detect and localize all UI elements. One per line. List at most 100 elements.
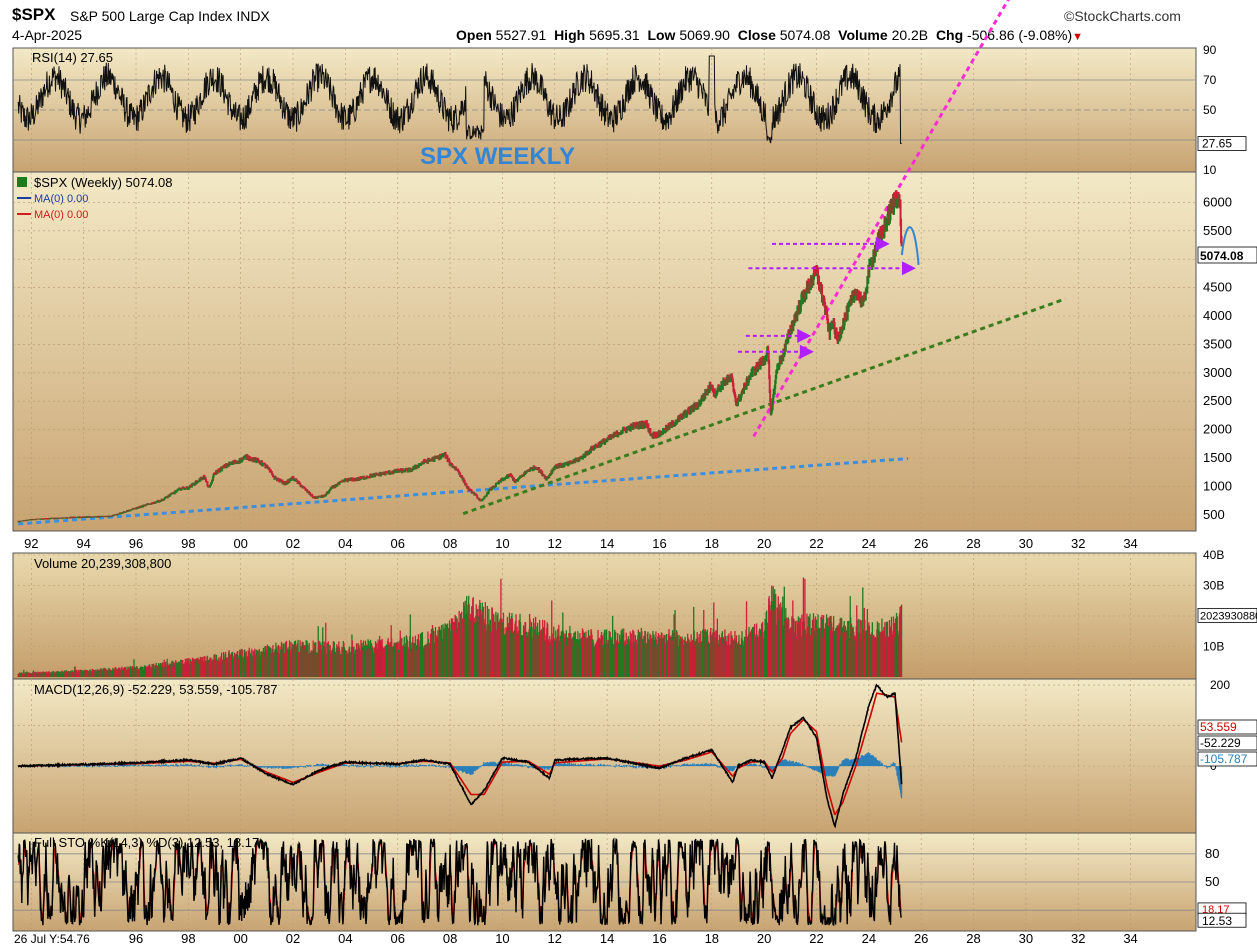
rsi-value-label: 27.65: [1202, 137, 1232, 151]
down-triangle-icon: ▼: [1072, 31, 1083, 43]
price-tick-label: 4000: [1203, 308, 1232, 323]
price-tick-label: 500: [1203, 507, 1225, 522]
price-legend-series: $SPX (Weekly) 5074.08: [34, 175, 173, 190]
stochastic-layer: [17, 836, 902, 927]
x-tick-label: 26: [914, 536, 928, 551]
stochastic-tick-label: 80: [1205, 846, 1219, 861]
x-tick-label: 10: [495, 536, 509, 551]
price-value-label: 5074.08: [1200, 249, 1244, 263]
rsi-tick-label: 10: [1203, 163, 1217, 177]
price-layer: [17, 0, 1066, 526]
x-tick-label: 06: [391, 536, 405, 551]
x-tick-label-bottom: 30: [1019, 931, 1033, 945]
x-tick-label: 34: [1123, 536, 1137, 551]
macd-value-label: -105.787: [1200, 752, 1248, 766]
stochastic-k-value-box: [1197, 912, 1247, 928]
rsi-tick-label: 90: [1203, 43, 1217, 57]
macd-value-box: [1197, 719, 1257, 735]
support-arrow-head: [797, 328, 812, 343]
x-tick-label: 22: [809, 536, 823, 551]
volume-tick-label: 40B: [1203, 548, 1224, 562]
close-label: Close: [737, 27, 776, 43]
ohlc-summary: Open 5527.91 High 5695.31 Low 5069.90 Cl…: [456, 27, 1083, 43]
x-tick-label-bottom: 10: [495, 931, 509, 945]
grid-layer: [13, 48, 1196, 931]
index-full-name: S&P 500 Large Cap Index: [70, 8, 233, 24]
volume-value-box: [1197, 607, 1257, 623]
rsi-label: RSI(14) 27.65: [32, 50, 113, 65]
trendline: [462, 297, 1066, 516]
support-arrow-head: [901, 261, 916, 276]
x-tick-label: 32: [1071, 536, 1085, 551]
low-value: 5069.90: [679, 27, 730, 43]
price-tick-label: 6000: [1203, 194, 1232, 209]
x-tick-label-bottom: 22: [809, 931, 823, 945]
macd-value-box: [1197, 751, 1257, 767]
x-tick-label-bottom: 08: [443, 931, 457, 945]
x-tick-label: 30: [1019, 536, 1033, 551]
x-tick-label-bottom: 02: [286, 931, 300, 945]
x-tick-label-bottom: 96: [129, 931, 143, 945]
x-tick-label: 24: [862, 536, 876, 551]
chart-title: SPX WEEKLY: [420, 143, 575, 170]
change-value: -506.86 (-9.08%): [967, 27, 1073, 43]
volume-tick-label: 30B: [1203, 579, 1224, 593]
price-tick-label: 3000: [1203, 365, 1232, 380]
x-tick-label-bottom: 24: [862, 931, 876, 945]
stochastic-k-value-label: 12.53: [1202, 914, 1232, 928]
volume-value: 20.2B: [891, 27, 929, 43]
price-tick-label: 5500: [1203, 223, 1232, 238]
x-tick-label: 08: [443, 536, 457, 551]
close-value: 5074.08: [779, 27, 831, 43]
change-label: Chg: [935, 27, 964, 43]
x-tick-label: 92: [24, 536, 38, 551]
x-tick-label: 94: [76, 536, 90, 551]
macd-panel: [12, 678, 1197, 834]
open-label: Open: [456, 27, 492, 43]
bar-legend-icon: [17, 177, 27, 187]
price-legend-ma1: MA(0) 0.00: [34, 193, 88, 205]
volume-label: Volume 20,239,308,800: [34, 556, 171, 571]
x-tick-label-bottom: 98: [181, 931, 195, 945]
x-tick-label-bottom: 32: [1071, 931, 1085, 945]
rsi-line: [17, 55, 902, 144]
open-value: 5527.91: [495, 27, 547, 43]
x-tick-label-bottom: 26: [914, 931, 928, 945]
macd-tick-label: 200: [1210, 678, 1230, 692]
x-tick-label: 00: [233, 536, 247, 551]
trendline: [18, 457, 909, 526]
rsi-value-box: [1197, 136, 1247, 151]
price-tick-label: 2000: [1203, 422, 1232, 437]
crosshair-readout: 26 Jul Y:54.76: [14, 932, 90, 945]
axes-layer: 92 94 96 98 00 02 04 06 08 10 12 14 16 18 20 22 24 26 28 30…: [24, 43, 1257, 945]
x-tick-label-bottom: 00: [233, 931, 247, 945]
x-tick-label-bottom: 20: [757, 931, 771, 945]
index-name: S&P 500 Large Cap Index INDX: [70, 8, 270, 24]
rsi-tick-label: 50: [1203, 103, 1217, 117]
stochastic-tick-label: 50: [1205, 874, 1219, 889]
x-tick-label-bottom: 04: [338, 931, 352, 945]
support-arrow-head: [875, 236, 890, 251]
high-label: High: [554, 27, 586, 43]
price-tick-label: 2500: [1203, 393, 1232, 408]
rsi-tick-label: 70: [1203, 73, 1217, 87]
high-value: 5695.31: [589, 27, 640, 43]
x-tick-label: 02: [286, 536, 300, 551]
price-tick-label: 1000: [1203, 478, 1232, 493]
price-tick-label: 3500: [1203, 336, 1232, 351]
macd-value-label: 53.559: [1200, 720, 1237, 734]
x-tick-label-bottom: 16: [652, 931, 666, 945]
x-tick-label-bottom: 28: [966, 931, 980, 945]
x-tick-label: 12: [548, 536, 562, 551]
x-tick-label: 96: [129, 536, 143, 551]
support-arrow-head: [799, 344, 814, 359]
stochastic-k-line: [17, 836, 902, 927]
x-tick-label-bottom: 18: [705, 931, 719, 945]
projection-curve: [900, 226, 920, 265]
x-tick-label: 20: [757, 536, 771, 551]
volume-tick-label: 10B: [1203, 640, 1224, 654]
x-tick-label: 14: [600, 536, 614, 551]
macd-label: MACD(12,26,9) -52.229, 53.559, -105.787: [34, 682, 278, 697]
price-legend-ma2: MA(0) 0.00: [34, 209, 88, 221]
